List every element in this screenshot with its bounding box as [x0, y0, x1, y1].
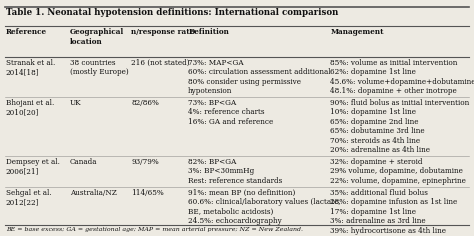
- Text: UK: UK: [70, 99, 82, 107]
- Text: Bhojani et al.
2010[20]: Bhojani et al. 2010[20]: [6, 99, 54, 116]
- Text: Stranak et al.
2014[18]: Stranak et al. 2014[18]: [6, 59, 55, 76]
- Text: Geographical
location: Geographical location: [70, 28, 124, 46]
- Text: Dempsey et al.
2006[21]: Dempsey et al. 2006[21]: [6, 158, 60, 175]
- Text: 93/79%: 93/79%: [131, 158, 159, 166]
- Text: 114/65%: 114/65%: [131, 189, 164, 197]
- Text: Definition: Definition: [188, 28, 229, 36]
- Text: 90%: fluid bolus as initial intervention
10%: dopamine 1st line
65%: dopamine 2n: 90%: fluid bolus as initial intervention…: [330, 99, 470, 154]
- Text: 91%: mean BP (no definition)
60.6%: clinical/laboratory values (lactate,
BE, met: 91%: mean BP (no definition) 60.6%: clin…: [188, 189, 341, 225]
- Text: 216 (not stated): 216 (not stated): [131, 59, 190, 67]
- Text: 38 countries
(mostly Europe): 38 countries (mostly Europe): [70, 59, 128, 76]
- Text: 32%: dopamine + steroid
29% volume, dopamine, dobutamine
22%: volume, dopamine, : 32%: dopamine + steroid 29% volume, dopa…: [330, 158, 466, 185]
- Text: 73%: MAP<GA
60%: circulation assessment additional
80% consider using permissive: 73%: MAP<GA 60%: circulation assessment …: [188, 59, 331, 95]
- Text: n/response rate: n/response rate: [131, 28, 194, 36]
- Text: BE = base excess; GA = gestational age; MAP = mean arterial pressure; NZ = New Z: BE = base excess; GA = gestational age; …: [6, 227, 303, 232]
- Text: 85%: volume as initial intervention
62%: dopamine 1st line
45.6%: volume+dopamin: 85%: volume as initial intervention 62%:…: [330, 59, 474, 95]
- Text: Canada: Canada: [70, 158, 97, 166]
- Text: 73%: BP<GA
4%: reference charts
16%: GA and reference: 73%: BP<GA 4%: reference charts 16%: GA …: [188, 99, 273, 126]
- Text: Table 1. Neonatal hypotension definitions: International comparison: Table 1. Neonatal hypotension definition…: [6, 8, 338, 17]
- Text: 82/86%: 82/86%: [131, 99, 159, 107]
- Text: Sehgal et al.
2012[22]: Sehgal et al. 2012[22]: [6, 189, 51, 206]
- Text: Australia/NZ: Australia/NZ: [70, 189, 117, 197]
- Text: 82%: BP<GA
3%: BP<30mmHg
Rest: reference standards: 82%: BP<GA 3%: BP<30mmHg Rest: reference…: [188, 158, 283, 185]
- Text: 35%: additional fluid bolus
28%: dopamine infusion as 1st line
17%: dopamine 1st: 35%: additional fluid bolus 28%: dopamin…: [330, 189, 457, 235]
- Text: Management: Management: [330, 28, 384, 36]
- Text: Reference: Reference: [6, 28, 47, 36]
